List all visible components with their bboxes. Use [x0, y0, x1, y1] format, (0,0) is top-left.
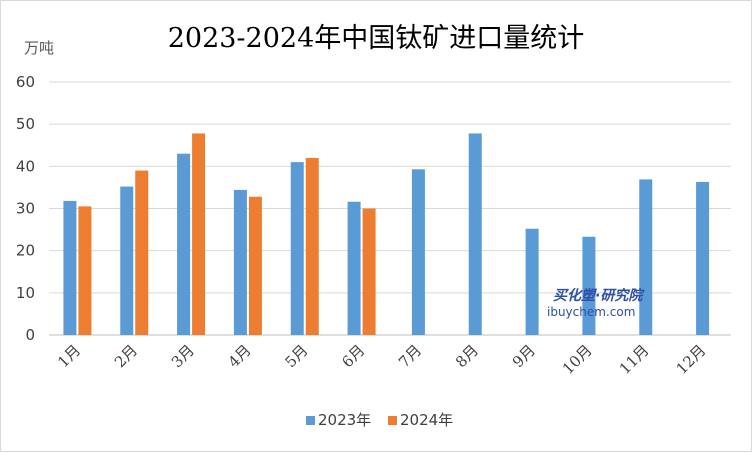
x-tick-label: 12月	[673, 341, 710, 378]
bar-series-2	[362, 208, 376, 335]
x-tick-label: 10月	[559, 341, 596, 378]
chart-title: 2023-2024年中国钛矿进口量统计	[168, 23, 585, 54]
legend-swatch	[306, 416, 315, 425]
y-tick-label: 20	[16, 242, 35, 260]
y-axis-ticks: 0 10 20 30 40 50 60	[16, 73, 35, 344]
bar-series-2	[192, 133, 206, 335]
watermark: 买化塑·研究院 ibuychem.com	[547, 287, 645, 319]
x-tick-label: 1月	[54, 341, 84, 371]
x-tick-label: 5月	[281, 341, 311, 371]
bars	[63, 133, 710, 335]
y-axis-unit-label: 万吨	[24, 39, 54, 57]
bar-series-1	[290, 162, 304, 335]
bar-series-1	[177, 153, 191, 335]
watermark-site: ibuychem.com	[547, 305, 635, 319]
x-tick-label: 7月	[395, 341, 425, 371]
y-tick-label: 10	[16, 284, 35, 302]
bar-series-2	[135, 170, 149, 335]
bar-series-1	[696, 181, 710, 335]
x-tick-label: 8月	[452, 341, 482, 371]
y-tick-label: 0	[25, 326, 35, 344]
y-tick-label: 50	[16, 115, 35, 133]
x-axis-ticks: 1月 2月 3月 4月 5月 6月 7月 8月 9月 10月 11月 12月	[54, 341, 709, 378]
legend-swatch	[388, 416, 397, 425]
watermark-brand: 买化塑·研究院	[553, 287, 645, 304]
bar-series-1	[411, 169, 425, 335]
bar-series-1	[63, 200, 77, 335]
y-tick-label: 30	[16, 200, 35, 218]
bar-series-2	[248, 196, 262, 335]
bar-series-1	[468, 133, 482, 335]
bar-series-1	[233, 189, 247, 335]
x-tick-label: 11月	[616, 341, 653, 378]
x-tick-label: 2月	[111, 341, 141, 371]
x-tick-label: 9月	[509, 341, 539, 371]
legend-label: 2023年	[318, 411, 371, 429]
bar-series-1	[525, 228, 539, 335]
bar-series-1	[120, 186, 134, 335]
legend-label: 2024年	[400, 411, 453, 429]
bar-series-1	[582, 236, 596, 335]
gridlines	[49, 81, 731, 336]
bar-series-2	[305, 157, 319, 335]
x-tick-label: 4月	[225, 341, 255, 371]
legend: 2023年 2024年	[306, 411, 453, 429]
bar-series-1	[347, 201, 361, 335]
x-tick-label: 6月	[338, 341, 368, 371]
y-tick-label: 60	[16, 73, 35, 91]
x-tick-label: 3月	[168, 341, 198, 371]
bar-series-2	[78, 206, 92, 335]
y-tick-label: 40	[16, 157, 35, 175]
bar-series-1	[639, 179, 653, 335]
